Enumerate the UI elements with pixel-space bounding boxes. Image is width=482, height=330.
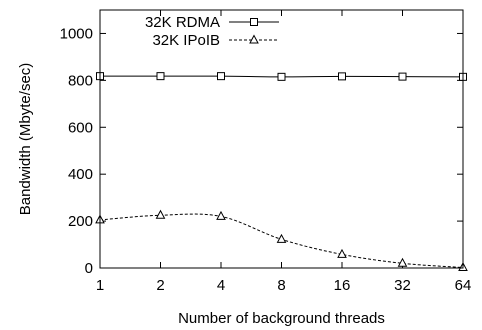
x-tick-label: 32 (394, 277, 411, 294)
data-point (156, 72, 165, 81)
data-point (155, 209, 166, 219)
data-point (217, 72, 225, 81)
y-tick-label: 200 (68, 213, 93, 230)
data-point (249, 34, 259, 44)
y-tick-label: 600 (68, 119, 93, 136)
x-tick-label: 1 (96, 277, 104, 294)
y-axis-ticks: 0 200 400 600 800 1000 (60, 25, 463, 277)
x-tick-label: 8 (277, 277, 285, 294)
y-tick-label: 0 (85, 260, 93, 277)
x-axis-label: Number of background threads (178, 310, 385, 327)
data-point (337, 248, 347, 258)
data-point (216, 210, 226, 220)
data-point (398, 72, 407, 81)
series-1 (95, 209, 468, 272)
y-axis-label: Bandwidth (Mbyte/sec) (17, 63, 34, 216)
plot-frame (99, 9, 464, 269)
data-point (250, 18, 258, 26)
x-tick-label: 64 (455, 277, 472, 294)
series-0 (96, 72, 467, 81)
x-tick-label: 16 (334, 277, 351, 294)
x-axis-ticks: 1 2 4 8 16 32 64 (96, 10, 472, 294)
y-tick-label: 1000 (60, 25, 93, 42)
x-tick-label: 2 (156, 277, 164, 294)
data-point (277, 72, 286, 81)
series-layer (95, 72, 468, 272)
data-point (397, 257, 408, 267)
y-tick-label: 800 (68, 72, 93, 89)
y-tick-label: 400 (68, 166, 93, 183)
legend-label: 32K IPoIB (152, 32, 220, 49)
legend-label: 32K RDMA (145, 14, 220, 31)
x-tick-label: 4 (217, 277, 225, 294)
data-point (276, 233, 287, 243)
data-point (338, 72, 346, 81)
